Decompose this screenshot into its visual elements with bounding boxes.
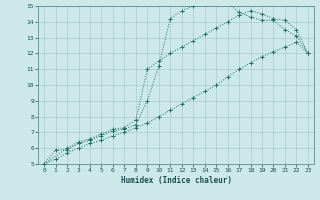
X-axis label: Humidex (Indice chaleur): Humidex (Indice chaleur) [121, 176, 231, 185]
